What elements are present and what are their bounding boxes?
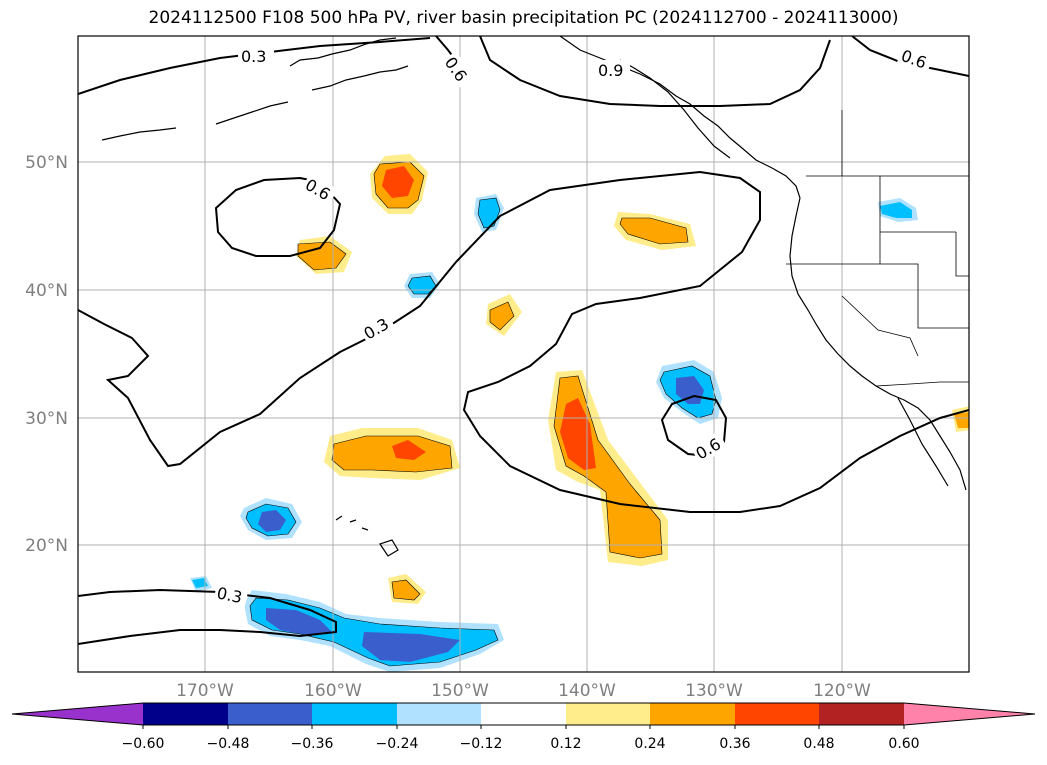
colorbar-tick-label: −0.60 <box>122 736 165 752</box>
svg-text:0.3: 0.3 <box>241 47 266 66</box>
colorbar-segment <box>481 703 566 725</box>
colorbar-tick-label: 0.60 <box>888 736 919 752</box>
colorbar-extend-min <box>12 703 143 725</box>
colorbar-tick-label: −0.36 <box>291 736 334 752</box>
colorbar-tick-label: 0.36 <box>719 736 750 752</box>
lon-label: 160°W <box>304 681 362 701</box>
colorbar-tick-label: −0.48 <box>207 736 250 752</box>
colorbar-tick-label: 0.48 <box>803 736 834 752</box>
colorbar-segment <box>650 703 735 725</box>
lon-label: 140°W <box>558 681 616 701</box>
colorbar-segment <box>397 703 481 725</box>
colorbar-segment <box>735 703 819 725</box>
colorbar-tick-label: −0.24 <box>376 736 419 752</box>
colorbar-segment <box>819 703 904 725</box>
lat-label: 40°N <box>25 281 68 301</box>
colorbar-segment <box>566 703 650 725</box>
map-panel: 0.3 0.6 0.9 0.6 0.6 0.3 0.6 0.3 <box>78 36 969 672</box>
lon-label: 130°W <box>685 681 743 701</box>
longitude-labels: 170°W 160°W 150°W 140°W 130°W 120°W <box>176 681 871 701</box>
svg-text:0.3: 0.3 <box>215 583 244 607</box>
lon-label: 150°W <box>431 681 489 701</box>
lon-label: 120°W <box>813 681 871 701</box>
pc-shading <box>190 154 969 672</box>
colorbar: −0.60 −0.48 −0.36 −0.24 −0.12 0.12 0.24 … <box>11 702 1036 752</box>
borders <box>786 110 969 387</box>
colorbar-extend-max <box>904 703 1035 725</box>
pc-outlines <box>245 161 717 667</box>
map-frame <box>77 35 970 673</box>
lon-label: 170°W <box>176 681 234 701</box>
colorbar-segment <box>228 703 312 725</box>
latitude-labels: 50°N 40°N 30°N 20°N <box>25 153 68 556</box>
graticule <box>78 36 969 672</box>
colorbar-segment <box>143 703 228 725</box>
lat-label: 30°N <box>25 409 68 429</box>
colorbar-tick-label: 0.12 <box>550 736 581 752</box>
colorbar-segment <box>312 703 397 725</box>
pv-contour-labels: 0.3 0.6 0.9 0.6 0.6 0.3 0.6 0.3 <box>213 44 934 609</box>
lat-label: 50°N <box>25 153 68 173</box>
svg-text:0.9: 0.9 <box>598 61 623 80</box>
lat-label: 20°N <box>25 536 68 556</box>
colorbar-tick-label: −0.12 <box>460 736 503 752</box>
colorbar-tick-label: 0.24 <box>634 736 665 752</box>
figure-title: 2024112500 F108 500 hPa PV, river basin … <box>148 8 899 28</box>
